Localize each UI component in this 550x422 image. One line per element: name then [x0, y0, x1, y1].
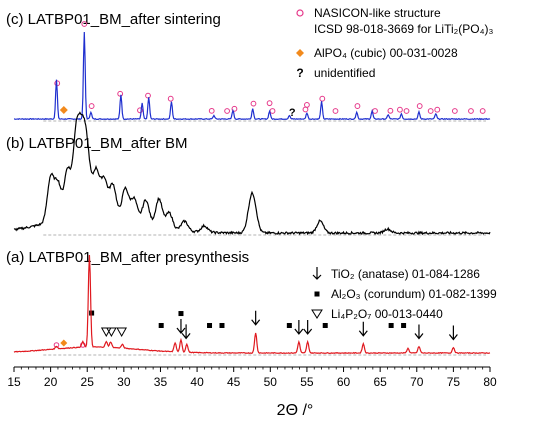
nasicon-marker [208, 107, 215, 114]
corundum-marker [286, 323, 292, 328]
x-tick-label: 40 [190, 375, 204, 389]
x-tick-label: 30 [117, 375, 131, 389]
corundum-marker [158, 323, 164, 328]
panel-title-b: (b) LATBP01_BM_after BM [6, 135, 187, 152]
trace-b [13, 111, 491, 236]
legend-corundum-symbol [314, 291, 320, 297]
x-tick-label: 65 [373, 375, 387, 389]
x-tick-label: 35 [154, 375, 168, 389]
x-tick-label: 70 [410, 375, 424, 389]
nasicon-marker [416, 103, 423, 109]
nasicon-marker [250, 100, 257, 107]
anatase-arrow-marker [294, 319, 304, 335]
nasicon-marker [269, 108, 276, 114]
unidentified-marker: ? [289, 107, 296, 119]
legend-anatase-symbol [312, 267, 322, 280]
nasicon-marker [145, 92, 151, 99]
nasicon-marker [397, 106, 403, 113]
nasicon-marker [81, 21, 88, 27]
x-tick-label: 15 [7, 375, 21, 389]
legend-label: NASICON-like structure [314, 6, 441, 20]
alpo4-marker [59, 106, 68, 114]
nasicon-marker [332, 108, 339, 114]
legend-a: TiO₂ (anatase) 01-084-1286 Al₂O₃ (corundu… [311, 267, 497, 321]
x-tick-label: 75 [447, 375, 461, 389]
x-tick-label: 60 [337, 375, 351, 389]
panel-title-a: (a) LATBP01_BM_after presynthesis [6, 249, 249, 266]
nasicon-marker [354, 103, 361, 109]
anatase-arrow-marker [181, 324, 191, 340]
legend-label: TiO₂ (anatase) 01-084-1286 [331, 267, 480, 281]
nasicon-marker [53, 342, 60, 348]
legend-label: Al₂O₃ (corundum) 01-082-1399 [331, 287, 497, 301]
nasicon-marker [468, 108, 474, 114]
x-ticks: 15 20 25 30 35 40 45 50 55 60 65 70 75 80 [7, 367, 497, 389]
li4p2o7-marker [100, 327, 112, 338]
li4p2o7-marker [106, 327, 117, 338]
legend-label: unidentified [314, 66, 375, 80]
li4p2o7-marker [116, 327, 128, 338]
panel-c: (c) LATBP01_BM_after sintering ? NASICON… [6, 6, 494, 122]
nasicon-marker [231, 105, 238, 112]
nasicon-marker [372, 108, 378, 114]
legend-label: AlPO₄ (cubic) 00-031-0028 [314, 46, 458, 60]
corundum-marker [388, 323, 394, 328]
legend-label: ICSD 98-018-3669 for LiTi₂(PO₄)₃ [314, 22, 494, 36]
nasicon-marker [117, 90, 124, 97]
trace-c [13, 32, 491, 121]
legend-alpo4-symbol [296, 49, 304, 57]
corundum-marker [219, 323, 225, 328]
legend-li4p2o7-symbol [311, 309, 323, 319]
anatase-arrow-marker [414, 324, 424, 340]
x-axis-title: 2Θ /° [277, 402, 314, 419]
anatase-arrow-marker [448, 325, 458, 341]
panel-c-markers: ? [54, 21, 486, 119]
legend-c: NASICON-like structure ICSD 98-018-3669 f… [296, 6, 494, 80]
x-tick-label: 20 [44, 375, 58, 389]
corundum-marker [322, 323, 328, 328]
x-axis: 15 20 25 30 35 40 45 50 55 60 65 70 75 80 2Θ /° [7, 366, 497, 419]
panel-a: (a) LATBP01_BM_after presynthesis TiO₂ (… [6, 249, 497, 356]
nasicon-marker [451, 108, 458, 114]
nasicon-marker [224, 108, 231, 114]
legend-label: Li₄P₂O₇ 00-013-0440 [331, 307, 443, 321]
x-tick-label: 45 [227, 375, 241, 389]
anatase-arrow-marker [251, 310, 261, 326]
corundum-marker [178, 311, 184, 317]
x-tick-label: 55 [300, 375, 314, 389]
corundum-marker [401, 322, 407, 328]
panel-title-c: (c) LATBP01_BM_after sintering [6, 11, 221, 28]
anatase-arrow-marker [303, 319, 313, 335]
nasicon-marker [479, 108, 486, 114]
corundum-marker [207, 323, 213, 328]
nasicon-marker [403, 108, 410, 114]
nasicon-marker [167, 95, 174, 102]
panel-a-markers [53, 310, 458, 348]
panel-b: (b) LATBP01_BM_after BM [6, 111, 491, 236]
anatase-arrow-marker [176, 319, 186, 335]
nasicon-marker [427, 108, 434, 114]
nasicon-marker [304, 102, 310, 108]
x-tick-label: 25 [81, 375, 95, 389]
nasicon-marker [434, 106, 441, 113]
nasicon-marker [266, 100, 273, 107]
nasicon-marker [387, 107, 394, 114]
x-tick-label: 80 [483, 375, 497, 389]
alpo4-marker [60, 339, 68, 347]
corundum-marker [89, 310, 95, 316]
nasicon-marker [88, 103, 95, 109]
legend-unidentified-symbol: ? [296, 66, 303, 80]
anatase-arrow-marker [358, 321, 368, 337]
nasicon-marker [319, 95, 326, 102]
legend-nasicon-symbol [296, 9, 304, 17]
x-tick-label: 50 [264, 375, 278, 389]
trace-a [13, 254, 491, 355]
nasicon-marker [137, 107, 143, 114]
